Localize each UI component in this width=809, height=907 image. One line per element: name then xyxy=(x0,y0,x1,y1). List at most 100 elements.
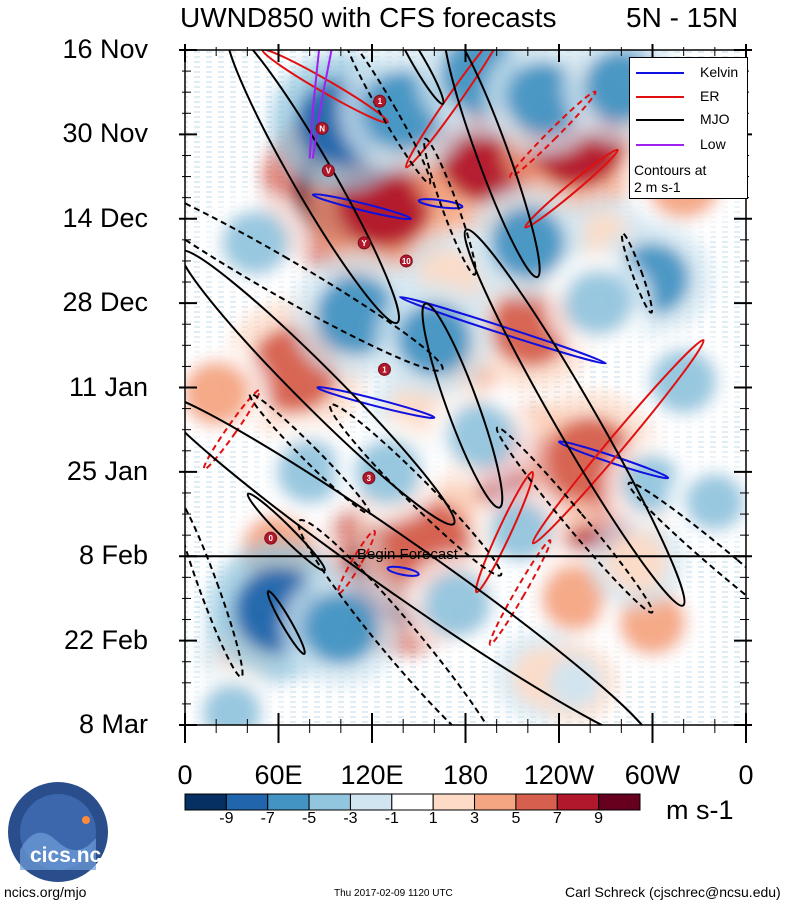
tc-label: 1 xyxy=(378,97,383,106)
anomaly-core xyxy=(540,565,609,631)
anomaly-core xyxy=(201,684,262,725)
colorbar-label: -5 xyxy=(301,810,317,827)
mjo-contour xyxy=(185,393,652,725)
tc-label: Y xyxy=(362,239,368,248)
colorbar-swatch xyxy=(267,793,310,811)
anomaly-core xyxy=(303,592,378,665)
legend-label: MJO xyxy=(700,111,730,127)
y-tick-label: 8 Mar xyxy=(78,709,148,739)
contour-note-line: 2 m s-1 xyxy=(634,179,681,195)
tc-label: 3 xyxy=(367,474,372,483)
x-tick-label: 0 xyxy=(177,760,193,790)
er-contour xyxy=(531,339,705,545)
cics-logo xyxy=(8,782,108,882)
er-contour xyxy=(202,389,261,471)
colorbar-swatch xyxy=(391,793,434,811)
mjo-contour xyxy=(423,137,477,276)
anomaly-core xyxy=(564,270,632,336)
tc-marker: 10 xyxy=(399,254,413,268)
tc-marker: 1 xyxy=(373,94,387,108)
y-tick-label: 8 Feb xyxy=(78,540,148,571)
colorbar-swatch xyxy=(184,793,227,811)
anomaly-core xyxy=(424,571,492,638)
er-contour xyxy=(488,539,552,646)
mjo-contour xyxy=(393,50,445,105)
er-contour xyxy=(509,90,597,179)
logo-text: cics.nc xyxy=(30,844,102,867)
tc-label: 1 xyxy=(382,365,387,374)
mjo-contour xyxy=(185,249,456,526)
mjo-contour xyxy=(266,590,306,655)
anomaly-core xyxy=(490,206,565,280)
mjo-contour xyxy=(495,426,654,614)
colorbar-swatch xyxy=(349,793,393,811)
footer-url[interactable]: ncics.org/mjo xyxy=(4,884,87,900)
tc-symbol xyxy=(362,471,376,485)
tc-marker: 1 xyxy=(377,362,391,376)
colorbar-swatch xyxy=(474,793,517,811)
colorbar-swatch xyxy=(432,793,476,811)
tc-marker: 3 xyxy=(362,471,376,485)
legend-label: Low xyxy=(700,136,726,152)
y-tick-label: 16 Nov xyxy=(62,34,148,64)
tc-marker: N xyxy=(315,121,329,135)
legend-swatch xyxy=(636,144,684,146)
er-contour xyxy=(524,148,619,229)
colorbar-label: -1 xyxy=(384,810,399,827)
er-contour xyxy=(404,50,505,169)
colorbar-label: 3 xyxy=(470,810,479,827)
x-tick-label: 0 xyxy=(738,760,754,790)
colorbar-label: 5 xyxy=(511,810,521,827)
anomaly-core xyxy=(353,439,422,505)
logo-sun xyxy=(82,816,90,824)
kelvin-contour xyxy=(316,386,436,420)
tc-symbol xyxy=(315,121,329,135)
er-contour xyxy=(474,471,535,594)
colorbar-label: -7 xyxy=(260,810,275,827)
mjo-contour xyxy=(246,492,326,572)
tc-label: V xyxy=(326,167,332,176)
mjo-contour xyxy=(443,50,541,279)
mjo-contour xyxy=(185,174,444,372)
colorbar-label: 7 xyxy=(552,810,562,827)
anomaly-core xyxy=(397,303,472,376)
mjo-contour xyxy=(328,403,503,577)
colorbar-swatch xyxy=(515,793,558,811)
kelvin-contour xyxy=(399,295,607,365)
colorbar-label: 9 xyxy=(594,810,604,827)
y-tick-label: 25 Jan xyxy=(66,455,148,486)
tc-marker: V xyxy=(321,164,335,178)
legend-label: Kelvin xyxy=(700,64,739,80)
forecast-label: Begin Forecast xyxy=(357,546,458,563)
colorbar-units: m s-1 xyxy=(666,795,734,825)
x-tick-label: 180 xyxy=(442,760,489,790)
colorbar-label: -9 xyxy=(219,810,234,827)
legend-swatch xyxy=(636,72,684,74)
footer-author: Carl Schreck (cjschrec@ncsu.edu) xyxy=(565,884,781,900)
colorbar-swatch xyxy=(556,793,600,811)
y-tick-label: 28 Dec xyxy=(62,287,148,318)
colorbar-label: 1 xyxy=(428,810,438,827)
mjo-contour xyxy=(627,481,746,655)
mjo-contour xyxy=(343,50,432,185)
anomaly-core xyxy=(506,62,581,135)
y-tick-label: 14 Dec xyxy=(62,202,148,233)
mjo-contour xyxy=(185,494,244,679)
anomaly-core xyxy=(221,210,289,276)
x-tick-label: 120E xyxy=(340,760,404,790)
tc-symbol xyxy=(377,362,391,376)
tc-symbol xyxy=(357,236,371,250)
chart-title: UWND850 with CFS forecasts xyxy=(180,2,557,33)
x-tick-label: 120W xyxy=(523,760,595,790)
anomaly-core xyxy=(684,473,745,531)
kelvin-contour xyxy=(386,565,420,577)
colorbar-label: -3 xyxy=(343,810,358,827)
legend: Kelvin ER MJO Low Contours at 2 m s-1 xyxy=(629,57,748,199)
tc-label: 0 xyxy=(268,534,273,543)
tc-symbol xyxy=(264,531,278,545)
tc-marker: Y xyxy=(357,236,371,250)
low-track xyxy=(311,50,333,159)
y-tick-label: 11 Jan xyxy=(68,371,148,402)
mjo-contour xyxy=(421,302,504,509)
mjo-contour xyxy=(463,228,686,607)
